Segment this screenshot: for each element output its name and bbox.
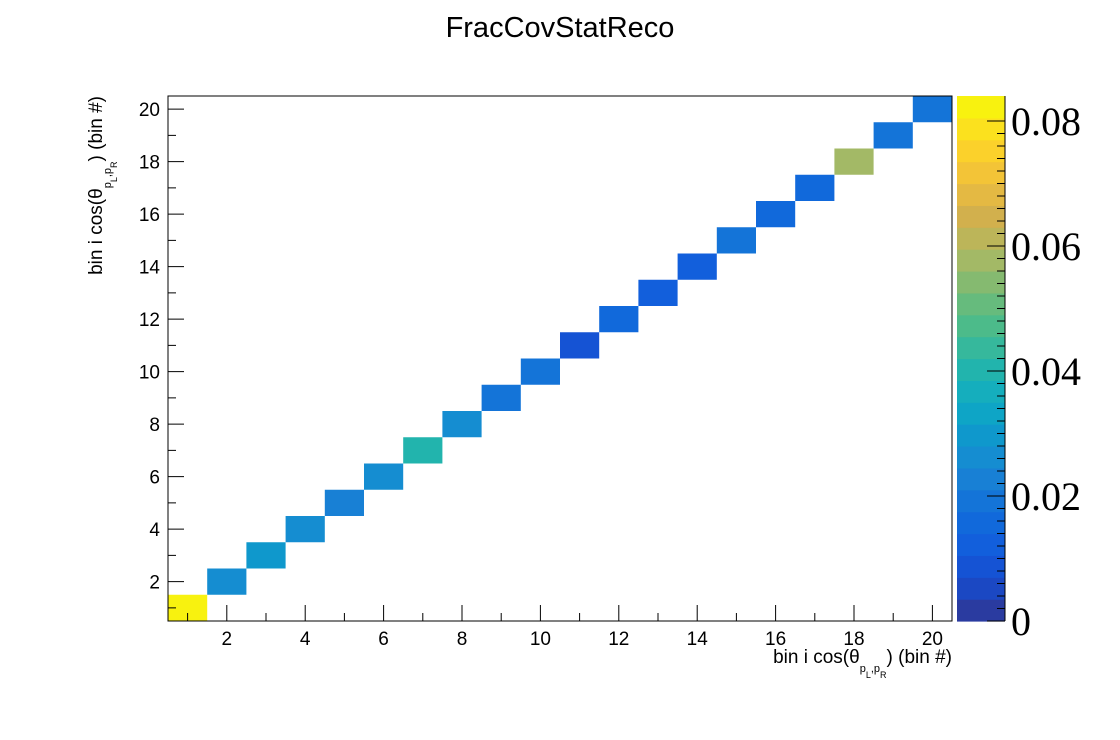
colorbar-swatch — [957, 227, 1005, 250]
heatmap-cell — [324, 489, 364, 516]
colorbar-swatch — [957, 205, 1005, 228]
x-tick-label: 6 — [378, 629, 389, 650]
colorbar-swatch — [957, 533, 1005, 556]
colorbar-swatch — [957, 446, 1005, 469]
x-tick-label: 18 — [843, 629, 864, 650]
colorbar-swatch — [957, 117, 1005, 141]
y-tick-label: 20 — [139, 100, 160, 121]
heatmap-cells — [168, 96, 952, 621]
colorbar-tick-label: 0 — [1011, 599, 1031, 644]
y-tick-label: 6 — [149, 468, 160, 489]
heatmap-cell — [677, 253, 717, 280]
colorbar-swatch — [957, 314, 1005, 338]
x-tick-label: 12 — [608, 629, 629, 650]
x-axis: 2 4 6 8 10 12 14 16 18 20 — [187, 605, 943, 650]
colorbar-swatch — [957, 271, 1005, 294]
x-tick-label: 2 — [222, 629, 233, 650]
heatmap-cell — [912, 96, 952, 123]
heatmap-cell — [873, 122, 913, 149]
heatmap-cell — [364, 463, 404, 490]
x-tick-label: 16 — [765, 629, 786, 650]
colorbar-tick-label: 0.04 — [1011, 349, 1081, 394]
heatmap-cell — [834, 148, 874, 175]
y-tick-label: 4 — [149, 520, 160, 541]
heatmap-cell — [442, 411, 482, 438]
y-tick-label: 2 — [149, 573, 160, 594]
heatmap-cell — [716, 227, 756, 254]
colorbar-swatch — [957, 577, 1005, 600]
colorbar-swatch — [957, 380, 1005, 403]
chart-title: FracCovStatReco — [446, 12, 675, 44]
colorbar-swatch — [957, 402, 1005, 425]
y-tick-label: 12 — [139, 310, 160, 331]
colorbar-swatch — [957, 511, 1005, 535]
colorbar-swatch — [957, 467, 1005, 491]
colorbar-swatch — [957, 292, 1005, 316]
colorbar-swatch — [957, 96, 1005, 119]
colorbar-swatch — [957, 424, 1005, 447]
colorbar: 0 0.02 0.04 0.06 0.08 — [957, 96, 1081, 644]
x-tick-label: 8 — [457, 629, 468, 650]
y-tick-label: 14 — [139, 258, 161, 279]
colorbar-swatch — [957, 161, 1005, 185]
heatmap-cell — [481, 384, 521, 411]
x-tick-label: 10 — [530, 629, 551, 650]
x-tick-label: 4 — [300, 629, 311, 650]
colorbar-swatch — [957, 183, 1005, 206]
colorbar-tick-label: 0.02 — [1011, 474, 1081, 519]
colorbar-swatch — [957, 139, 1005, 163]
colorbar-tick-label: 0.08 — [1011, 99, 1081, 144]
heatmap-cell — [246, 542, 286, 569]
y-axis-label: bin i cos(θpL,pR) (bin #) — [86, 96, 119, 275]
x-tick-label: 20 — [922, 629, 943, 650]
y-tick-label: 18 — [139, 153, 160, 174]
y-tick-label: 10 — [139, 363, 160, 384]
plot-frame — [167, 95, 953, 622]
heatmap-cell — [756, 201, 796, 228]
colorbar-swatch — [957, 249, 1005, 272]
colorbar-swatch — [957, 489, 1005, 513]
heatmap-cell — [599, 306, 639, 333]
heatmap-cell — [795, 174, 835, 201]
colorbar-swatch — [957, 358, 1005, 381]
heatmap-cell — [285, 516, 325, 543]
colorbar-tick-label: 0.06 — [1011, 224, 1081, 269]
heatmap-cell — [560, 332, 600, 359]
heatmap-cell — [520, 358, 560, 385]
colorbar-swatch — [957, 599, 1005, 622]
colorbar-swatch — [957, 555, 1005, 578]
colorbar-swatch — [957, 336, 1005, 360]
x-axis-label: bin i cos(θpL,pR) (bin #) — [773, 647, 952, 680]
y-tick-label: 16 — [139, 205, 160, 226]
y-tick-label: 8 — [149, 415, 160, 436]
x-tick-label: 14 — [687, 629, 709, 650]
heatmap-cell — [207, 568, 247, 595]
y-axis: 2 4 6 8 10 12 14 16 18 20 — [139, 100, 184, 609]
heatmap-cell — [638, 279, 678, 306]
heatmap-cell — [403, 437, 443, 464]
